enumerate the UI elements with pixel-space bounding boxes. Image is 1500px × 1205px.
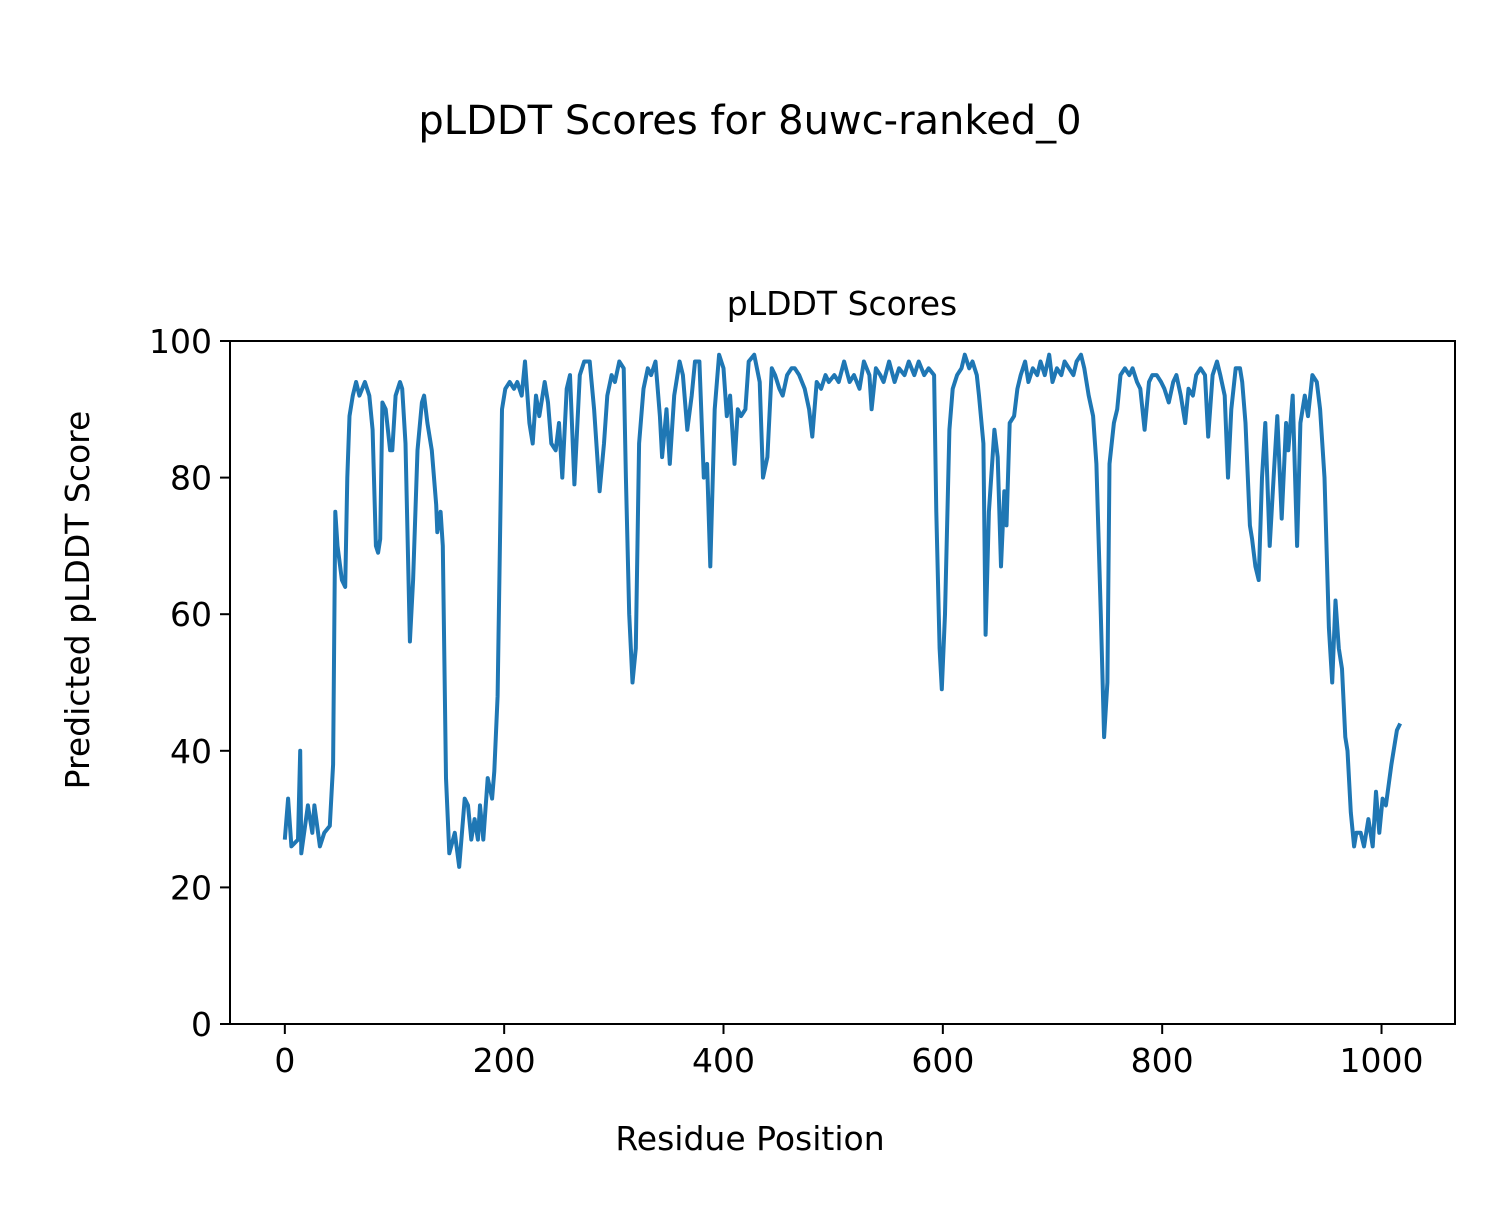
plot-area (282, 352, 1402, 869)
figure-suptitle: pLDDT Scores for 8uwc-ranked_0 (418, 98, 1081, 144)
axes-frame (229, 340, 1456, 1025)
axis-ticks: 0 200 400 600 800 1000 0 20 40 60 80 100 (149, 322, 1424, 1080)
y-tick-label: 40 (170, 732, 212, 771)
x-tick-label: 200 (473, 1041, 536, 1080)
x-tick-label: 600 (911, 1041, 974, 1080)
x-tick-label: 1000 (1340, 1041, 1424, 1080)
chart-title: pLDDT Scores (727, 284, 957, 323)
y-tick-label: 20 (170, 868, 212, 907)
y-tick-label: 0 (191, 1005, 212, 1044)
y-tick-label: 80 (170, 459, 212, 498)
x-tick-label: 800 (1131, 1041, 1194, 1080)
y-axis-label: Predicted pLDDT Score (58, 411, 97, 790)
y-tick-label: 100 (149, 322, 212, 361)
x-tick-label: 0 (274, 1041, 295, 1080)
y-tick-label: 60 (170, 595, 212, 634)
x-tick-label: 400 (692, 1041, 755, 1080)
plddt-series-line (282, 352, 1402, 869)
x-axis-label: Residue Position (615, 1119, 884, 1158)
